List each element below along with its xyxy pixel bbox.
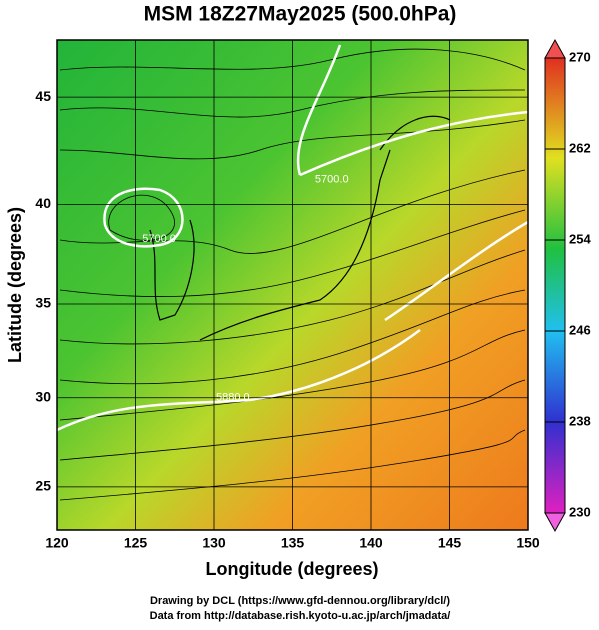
x-tick-label: 130 bbox=[202, 535, 226, 551]
x-tick-label: 140 bbox=[359, 535, 383, 551]
credit: Drawing by DCL (https://www.gfd-dennou.o… bbox=[150, 595, 450, 607]
colorbar-max-arrow bbox=[544, 38, 566, 59]
x-axis-label: Longitude (degrees) bbox=[205, 559, 378, 579]
y-tick-label: 25 bbox=[35, 478, 51, 494]
contour-label: 5700.0 bbox=[315, 173, 349, 185]
frame bbox=[56, 39, 529, 531]
x-tick-label: 145 bbox=[438, 535, 462, 551]
credit: Data from http://database.rish.kyoto-u.a… bbox=[150, 610, 451, 622]
y-tick-label: 30 bbox=[35, 388, 51, 404]
x-tick-label: 150 bbox=[516, 535, 540, 551]
contour-label: 5700.0 bbox=[142, 233, 176, 245]
contours bbox=[56, 44, 529, 432]
y-tick-label: 35 bbox=[35, 295, 51, 311]
x-tick-label: 120 bbox=[45, 535, 69, 551]
streamlines bbox=[59, 48, 526, 501]
colorbar-tick-label: 262 bbox=[569, 140, 591, 155]
contour-label: 5880.0 bbox=[216, 392, 250, 404]
x-tick-label: 125 bbox=[124, 535, 148, 551]
x-tick-label: 135 bbox=[281, 535, 305, 551]
colorbar-tick-label: 230 bbox=[569, 504, 591, 519]
title: MSM 18Z27May2025 (500.0hPa) bbox=[144, 3, 457, 26]
colorbar-tick-label: 238 bbox=[569, 413, 591, 428]
y-axis-label: Latitude (degrees) bbox=[5, 207, 25, 363]
colorbar-min-arrow bbox=[544, 512, 566, 533]
y-tick-label: 40 bbox=[35, 195, 51, 211]
colorbar-tick-label: 270 bbox=[569, 49, 591, 64]
colorbar bbox=[544, 57, 566, 514]
colorbar-tick-label: 246 bbox=[569, 322, 591, 337]
y-tick-label: 45 bbox=[35, 88, 51, 104]
colorbar-tick-label: 254 bbox=[569, 231, 591, 246]
